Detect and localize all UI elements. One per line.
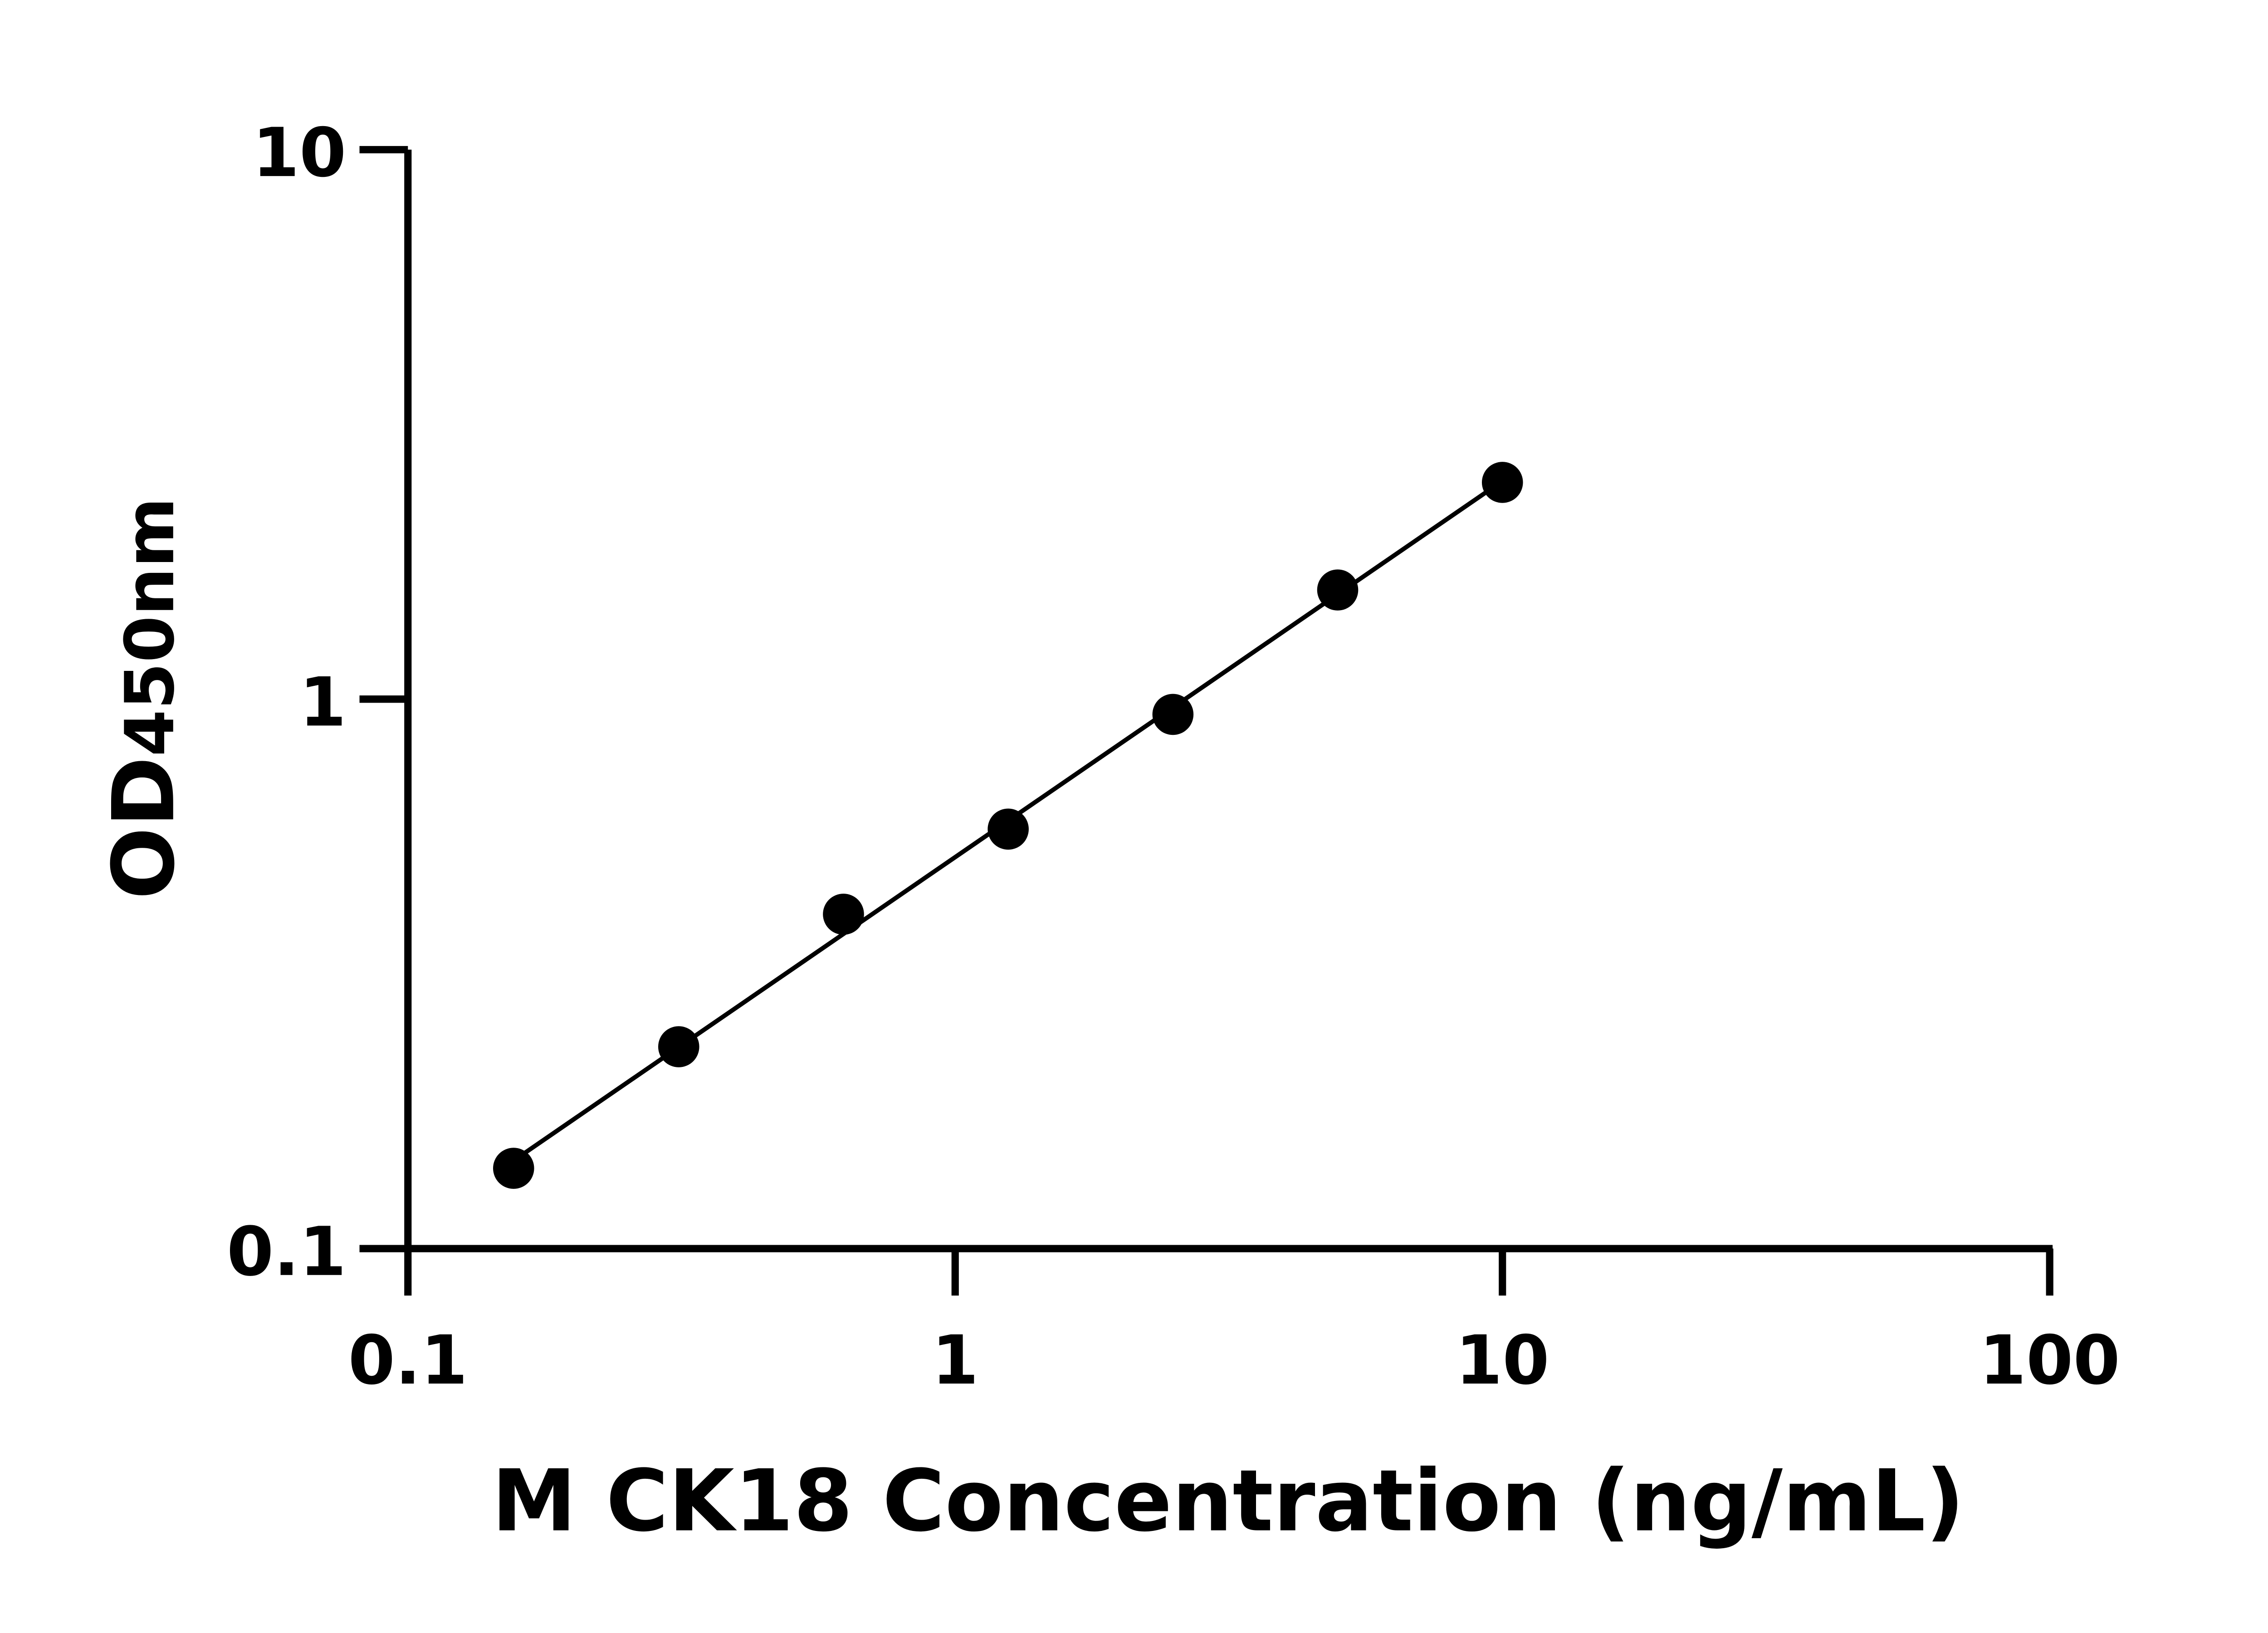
y-tick-label: 1 xyxy=(299,663,347,742)
y-axis-label-sub: 450nm xyxy=(111,497,190,756)
data-point xyxy=(1152,694,1194,735)
x-tick-label: 10 xyxy=(1456,1321,1549,1400)
data-point xyxy=(987,808,1029,850)
x-tick-label: 1 xyxy=(932,1321,979,1400)
x-tick-label: 100 xyxy=(1979,1321,2120,1400)
axes: 0.1 1 10 100 0.1 1 10 xyxy=(227,114,2120,1400)
y-axis-label-main: OD xyxy=(95,757,194,900)
y-tick-label: 10 xyxy=(252,114,346,192)
data-point xyxy=(658,1026,699,1067)
y-axis-label: OD450nm xyxy=(95,497,194,900)
data-points xyxy=(493,462,1523,1189)
x-axis-label: M CK18 Concentration (ng/mL) xyxy=(492,1452,1965,1551)
data-point xyxy=(823,894,864,935)
data-point xyxy=(1481,462,1523,503)
x-tick-label: 0.1 xyxy=(348,1321,468,1400)
data-point xyxy=(493,1148,534,1189)
y-tick-label: 0.1 xyxy=(227,1213,347,1291)
data-point xyxy=(1317,569,1359,611)
